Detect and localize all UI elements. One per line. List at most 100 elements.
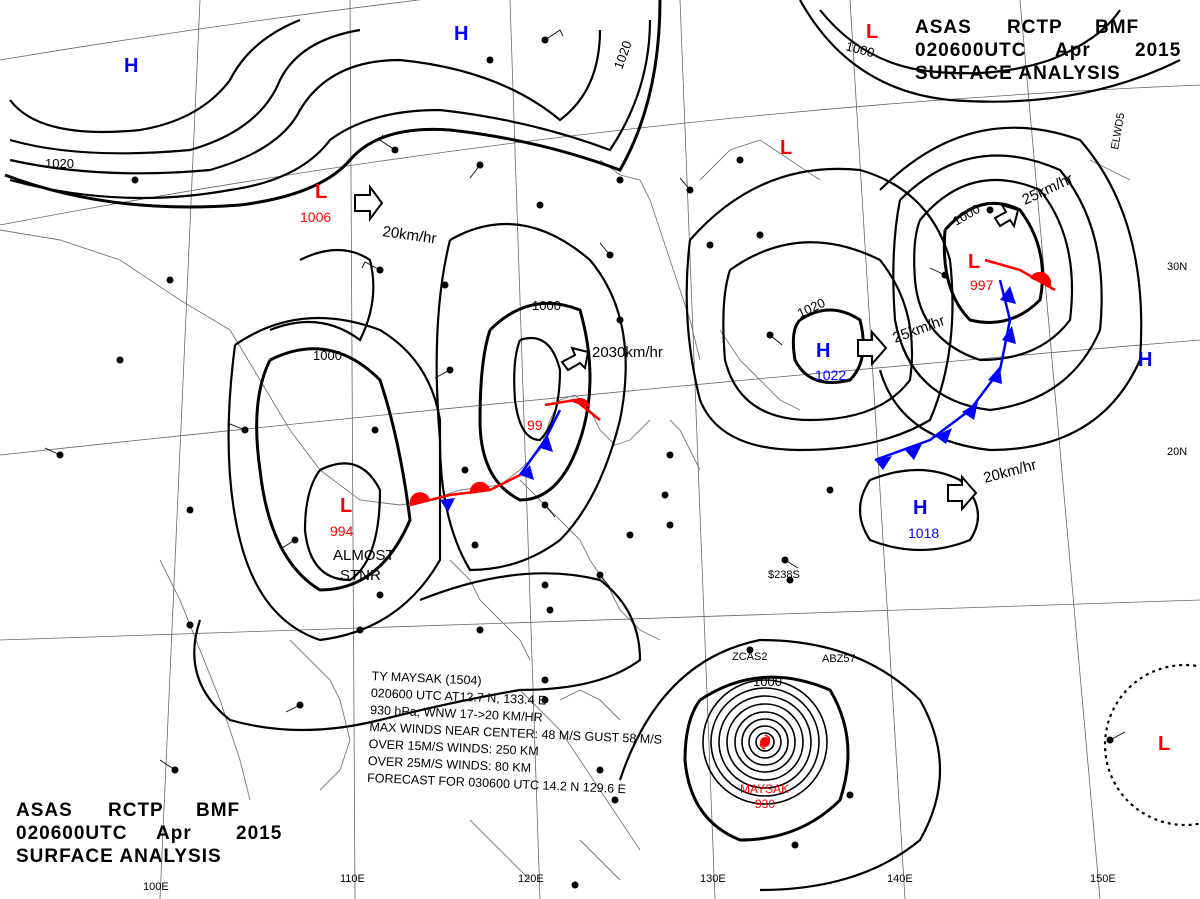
longitude-label: 110E (340, 873, 365, 885)
header-word: BMF (1095, 17, 1140, 38)
low-pressure-1006: 1006 (300, 209, 331, 225)
high-center-H-e: H (1138, 349, 1152, 371)
isobar-ne-3 (892, 154, 1103, 412)
isobar-1000-center (478, 301, 592, 502)
station-code: ZCAS2 (732, 651, 767, 663)
motion-label: 2030km/hr (592, 344, 663, 361)
isobar-nw-3 (9, 28, 361, 155)
longitude-label: 130E (700, 873, 726, 885)
isobar-label: 1020 (795, 295, 828, 321)
high-pressure-1018: 1018 (908, 525, 939, 541)
header-word: Apr (156, 823, 192, 844)
stationary-front (409, 409, 562, 512)
motion-label: 25km/hr (891, 312, 948, 347)
high-pressure-1022: 1022 (815, 367, 846, 383)
header-word: RCTP (1007, 17, 1063, 38)
isobar-center-inner (513, 336, 562, 442)
coastlines (0, 139, 1131, 881)
isobar-low-994 (303, 462, 382, 582)
low-center-L-ne1: L (866, 21, 878, 43)
warm-front-east (984, 258, 1056, 292)
isobar-label: 1020 (611, 39, 635, 71)
isobar-1020-nw (9, 19, 652, 200)
isobar-1020-east (791, 308, 865, 384)
isobar-1020-nw-thick (4, 0, 662, 209)
isobar-nw-4 (9, 18, 301, 134)
longitude-label: 100E (143, 881, 169, 893)
header-top-right: ASAS RCTP BMF 020600UTC Apr 2015 SURFACE ANA… (915, 16, 1180, 85)
low-pressure-994: 994 (330, 523, 354, 539)
low-center-L-997: L (968, 251, 980, 273)
header-product: SURFACE ANALYSIS (915, 63, 1121, 84)
isobar-east-outer (722, 241, 914, 422)
high-center-H-n: H (454, 23, 468, 45)
high-center-H-nw: H (124, 55, 138, 77)
longitude-label: 150E (1090, 873, 1116, 885)
warm-front-center (544, 398, 601, 421)
typhoon-symbol (759, 734, 771, 750)
isobar-label: 1000 (844, 38, 876, 60)
isobar-ne-4 (878, 126, 1143, 452)
low-center-L-1006: L (315, 181, 327, 203)
isobar-nw-1000 (269, 249, 375, 342)
isobar-east-big (685, 167, 954, 452)
isobar-label: 1020 (45, 156, 74, 171)
motion-arrows (354, 184, 1020, 512)
latitude-label: 30N (1167, 261, 1187, 273)
latitude-label: 20N (1167, 446, 1187, 458)
header-word: 2015 (1135, 40, 1182, 61)
isobar-mid-left (227, 316, 442, 642)
isobar-typhoon-1 (683, 675, 850, 842)
isobar-large (193, 572, 642, 732)
isobar-label: 1000 (950, 201, 983, 228)
low-center-L-se: L (1158, 733, 1170, 755)
motion-label: 25km/hr (1020, 170, 1076, 208)
longitude-label: 120E (518, 873, 544, 885)
header-word: ASAS (915, 17, 972, 38)
isobar-typhoon-outer (618, 638, 941, 892)
isobar-1000-nne (819, 9, 1121, 75)
longitude-label: 140E (887, 873, 913, 885)
almost-stnr-label-2: STNR (340, 567, 381, 584)
isobar-center-outer (435, 222, 627, 572)
station-code: ELWD5 (1109, 112, 1127, 151)
header-word: 020600UTC (915, 40, 1027, 61)
cold-front-east (874, 279, 1016, 470)
typhoon-name-label: MAYSAK (740, 782, 789, 796)
isobar-nw-outer (9, 29, 602, 175)
typhoon-rings (702, 679, 828, 805)
typhoon-pressure-label: 930 (755, 797, 775, 811)
header-word: ASAS (16, 800, 73, 821)
header-word: RCTP (108, 800, 164, 821)
high-center-H-1022: H (816, 340, 830, 362)
high-center-H-1018: H (913, 497, 927, 519)
isobar-1000-ne (942, 201, 1044, 324)
header-word: 020600UTC (16, 823, 128, 844)
almost-stnr-label-1: ALMOST (333, 547, 395, 564)
header-bottom-left: ASAS RCTP BMF 020600UTC Apr 2015 SURFACE ANA… (16, 799, 286, 868)
isobar-label: 1000 (753, 674, 782, 689)
typhoon-bulletin: TY MAYSAK (1504) 020600 UTC AT12.7 N, 13… (367, 668, 665, 800)
isobars (4, 0, 1181, 892)
low-pressure-997: 997 (970, 277, 994, 293)
isobar-h1018 (859, 468, 980, 552)
motion-label: 20km/hr (381, 223, 437, 247)
header-word: 2015 (236, 823, 283, 844)
header-word: Apr (1055, 40, 1091, 61)
isobar-nne-2 (799, 0, 1181, 103)
header-word: BMF (196, 800, 241, 821)
station-code: $238S (768, 569, 800, 581)
isobar-label: 1000 (313, 348, 342, 363)
station-code: ABZ57 (822, 653, 856, 665)
header-product: SURFACE ANALYSIS (16, 846, 222, 867)
isobar-1000-left (255, 347, 412, 592)
low-center-L-ne2: L (780, 137, 792, 159)
isobar-ne-2 (913, 178, 1074, 362)
motion-label: 20km/hr (982, 456, 1039, 486)
isobar-label: 1000 (532, 298, 561, 313)
low-pressure-99x: 99 (527, 417, 543, 433)
wind-barbs (44, 29, 1126, 771)
